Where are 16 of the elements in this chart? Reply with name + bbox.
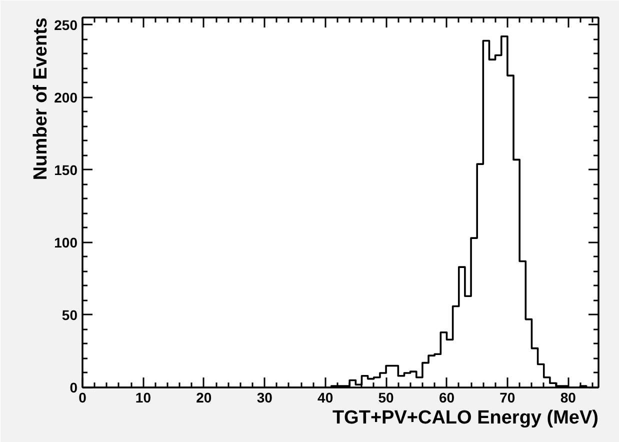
x-tick-label: 60 [438, 390, 455, 406]
x-axis-title: TGT+PV+CALO Energy (MeV) [332, 408, 598, 428]
x-tick-label: 80 [560, 390, 576, 406]
y-axis-title: Number of Events [30, 17, 52, 180]
y-tick-label: 100 [54, 234, 78, 250]
y-tick-label: 50 [62, 306, 78, 323]
y-tick-label: 200 [54, 89, 78, 106]
x-tick-label: 70 [500, 390, 516, 406]
x-tick-label: 40 [318, 390, 334, 406]
y-tick-label: 250 [54, 16, 78, 33]
x-tick-label: 20 [196, 390, 212, 406]
x-tick-label: 50 [378, 390, 394, 406]
y-tick-label: 0 [70, 380, 78, 396]
y-tick-label: 150 [54, 162, 78, 178]
x-tick-label: 30 [256, 390, 273, 406]
x-tick-label: 10 [135, 390, 152, 406]
